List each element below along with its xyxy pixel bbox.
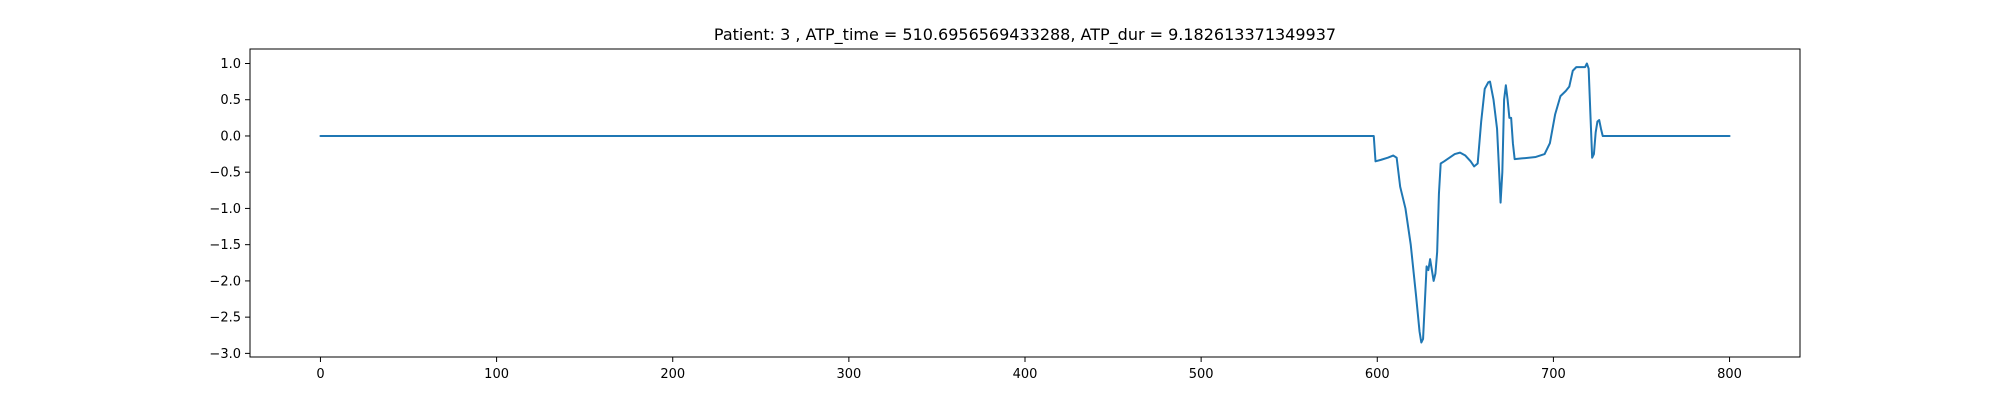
x-tick-label: 0: [316, 367, 324, 382]
y-tick-label: 1.0: [220, 57, 241, 72]
y-tick-label: −1.0: [209, 202, 241, 217]
x-tick-label: 800: [1717, 367, 1742, 382]
plot-area-frame: [249, 48, 1801, 358]
y-tick-label: −0.5: [209, 166, 241, 181]
chart-title: Patient: 3 , ATP_time = 510.695656943328…: [714, 25, 1336, 45]
x-tick-label: 300: [836, 367, 861, 382]
y-tick-label: −3.0: [209, 347, 241, 362]
x-tick-label: 200: [660, 367, 685, 382]
y-axis: 1.0 0.5 0.0 −0.5 −1.0 −1.5 −2.0 −2.5 −3.0: [209, 57, 250, 362]
y-tick-label: −2.5: [209, 311, 241, 326]
y-tick-label: 0.5: [220, 93, 241, 108]
plot-series: [319, 62, 1731, 344]
x-tick-label: 100: [484, 367, 509, 382]
x-axis: 0 100 200 300 400 500 600 700 800: [316, 357, 1742, 382]
y-tick-label: −1.5: [209, 238, 241, 253]
y-tick-label: 0.0: [220, 129, 241, 144]
x-tick-label: 500: [1189, 367, 1214, 382]
y-tick-label: −2.0: [209, 274, 241, 289]
x-tick-label: 700: [1541, 367, 1566, 382]
series-line-0: [319, 62, 1731, 344]
x-tick-label: 600: [1365, 367, 1390, 382]
x-tick-label: 400: [1013, 367, 1038, 382]
